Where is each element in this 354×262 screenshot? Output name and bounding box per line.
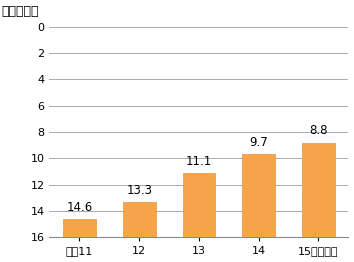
Text: 8.8: 8.8 bbox=[309, 124, 328, 137]
Text: 9.7: 9.7 bbox=[249, 136, 268, 149]
Text: （人／台）: （人／台） bbox=[2, 5, 39, 18]
Text: 14.6: 14.6 bbox=[66, 201, 93, 214]
Bar bbox=[302, 143, 335, 237]
Bar bbox=[63, 219, 96, 237]
Text: 13.3: 13.3 bbox=[126, 184, 152, 196]
Text: 11.1: 11.1 bbox=[186, 155, 212, 168]
Bar bbox=[242, 154, 275, 237]
Bar bbox=[123, 202, 156, 237]
Bar bbox=[183, 173, 215, 237]
